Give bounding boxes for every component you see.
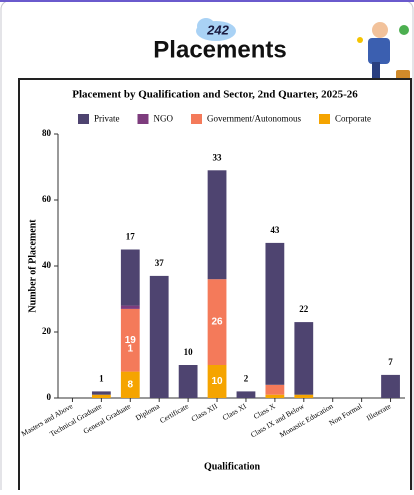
bar-segment — [265, 394, 285, 398]
illustration — [357, 22, 410, 84]
total-label: 37 — [155, 258, 165, 268]
bar-segment — [149, 275, 169, 398]
count: 242 — [206, 22, 229, 37]
value-label: 8 — [128, 379, 134, 390]
bar-segment — [207, 365, 227, 398]
cloud — [197, 18, 215, 34]
bar-segment — [207, 170, 227, 280]
legend-label: Private — [94, 114, 120, 124]
bar-segment — [178, 365, 198, 398]
y-tick-label: 40 — [42, 260, 52, 270]
total-label: 7 — [388, 357, 393, 367]
legend-swatch — [137, 114, 149, 124]
bar-segment — [120, 305, 140, 309]
bar-segment — [236, 391, 256, 398]
y-tick-label: 80 — [42, 128, 52, 138]
total-label: 22 — [299, 304, 309, 314]
total-label: 33 — [213, 152, 223, 162]
bar-segment — [120, 308, 140, 372]
value-label: 26 — [211, 317, 223, 328]
y-axis-label: Number of Placement — [27, 219, 38, 313]
legend-label: Corporate — [335, 114, 371, 124]
bar-segment — [381, 374, 400, 398]
bar-segment — [120, 371, 140, 398]
total-label: 1 — [99, 373, 104, 383]
value-label: 10 — [211, 376, 223, 387]
total-label: 2 — [244, 373, 249, 383]
x-axis-label: Qualification — [204, 461, 261, 472]
total-label: 43 — [270, 225, 280, 235]
legend-label: Government/Autonomous — [207, 114, 301, 124]
bar-segment — [120, 249, 140, 306]
total-label: 10 — [184, 347, 194, 357]
bar-segment — [265, 384, 285, 395]
total-label: 17 — [126, 232, 136, 242]
bar-segment — [265, 242, 285, 385]
bar-segment — [207, 279, 227, 365]
value-label: 19 — [125, 335, 137, 346]
bar-segment — [91, 394, 111, 398]
chart-title: Placement by Qualification and Sector, 2… — [72, 89, 358, 101]
legend-swatch — [319, 114, 330, 124]
y-tick-label: 0 — [47, 392, 52, 402]
legend-label: NGO — [154, 114, 174, 124]
bar-segment — [294, 322, 314, 395]
bar-segment — [91, 391, 111, 395]
y-tick-label: 20 — [42, 326, 52, 336]
page-title: Placements — [153, 36, 286, 63]
bar-segment — [294, 394, 314, 398]
y-tick-label: 60 — [42, 194, 52, 204]
legend-swatch — [78, 114, 89, 124]
value-label: 1 — [128, 344, 134, 355]
legend-swatch — [191, 114, 202, 124]
